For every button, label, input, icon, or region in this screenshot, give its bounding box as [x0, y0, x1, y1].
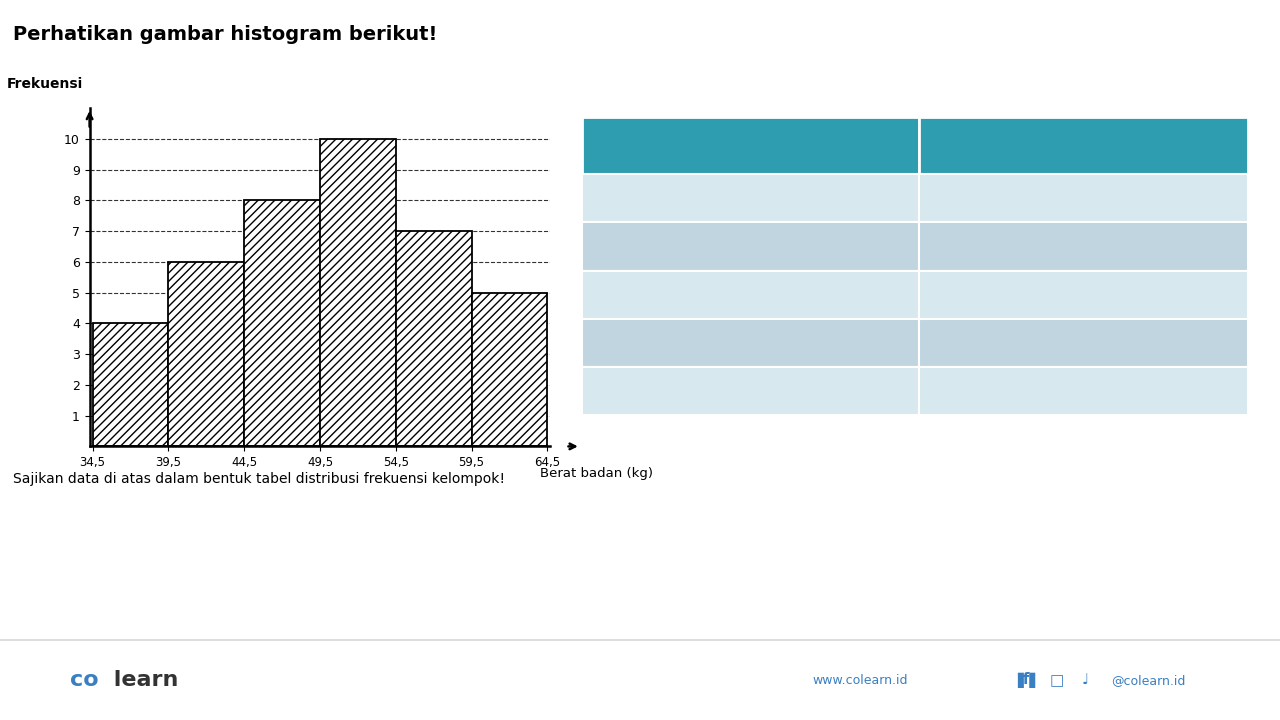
Bar	[582, 319, 919, 367]
Text: Batas atas = Tepi atas  –  0,5: Batas atas = Tepi atas – 0,5	[23, 577, 305, 595]
Bar	[582, 222, 919, 271]
Bar	[919, 367, 1248, 415]
Text: 40 - 44: 40 - 44	[694, 238, 756, 256]
Text: 4: 4	[1078, 189, 1089, 207]
Text: Perhatikan gambar histogram berikut!: Perhatikan gambar histogram berikut!	[13, 25, 438, 44]
Bar	[169, 262, 244, 446]
Text: Sajikan data di atas dalam bentuk tabel distribusi frekuensi kelompok!: Sajikan data di atas dalam bentuk tabel …	[13, 472, 504, 485]
Text: Berat badan (kg): Berat badan (kg)	[540, 467, 653, 480]
Bar	[919, 222, 1248, 271]
Text: Frekuensi: Frekuensi	[1034, 137, 1133, 155]
Text: @colearn.id: @colearn.id	[1111, 674, 1185, 687]
Bar	[582, 367, 919, 415]
Bar	[919, 117, 1248, 174]
Bar	[320, 139, 396, 446]
Text: www.colearn.id: www.colearn.id	[813, 674, 909, 687]
Text: 35 - 39: 35 - 39	[694, 189, 758, 207]
Bar	[582, 174, 919, 222]
Text: learn: learn	[106, 670, 179, 690]
Text: co: co	[70, 670, 99, 690]
Text: Frekuensi: Frekuensi	[6, 77, 83, 91]
Bar	[471, 292, 548, 446]
Text: Berat Badan: Berat Badan	[689, 137, 813, 155]
Text: Batas bawah = Tepi bawah + 0,5: Batas bawah = Tepi bawah + 0,5	[23, 520, 343, 537]
Bar	[92, 323, 169, 446]
Text: ♩: ♩	[1082, 673, 1089, 688]
Bar	[244, 200, 320, 446]
Text: □: □	[1050, 673, 1064, 688]
Bar	[919, 174, 1248, 222]
Bar	[919, 271, 1248, 319]
Bar	[582, 271, 919, 319]
Text: ▐f▌: ▐f▌	[1011, 672, 1042, 688]
Bar	[919, 319, 1248, 367]
Bar	[582, 117, 919, 174]
Bar	[396, 231, 471, 446]
Bar	[0, 639, 1280, 641]
